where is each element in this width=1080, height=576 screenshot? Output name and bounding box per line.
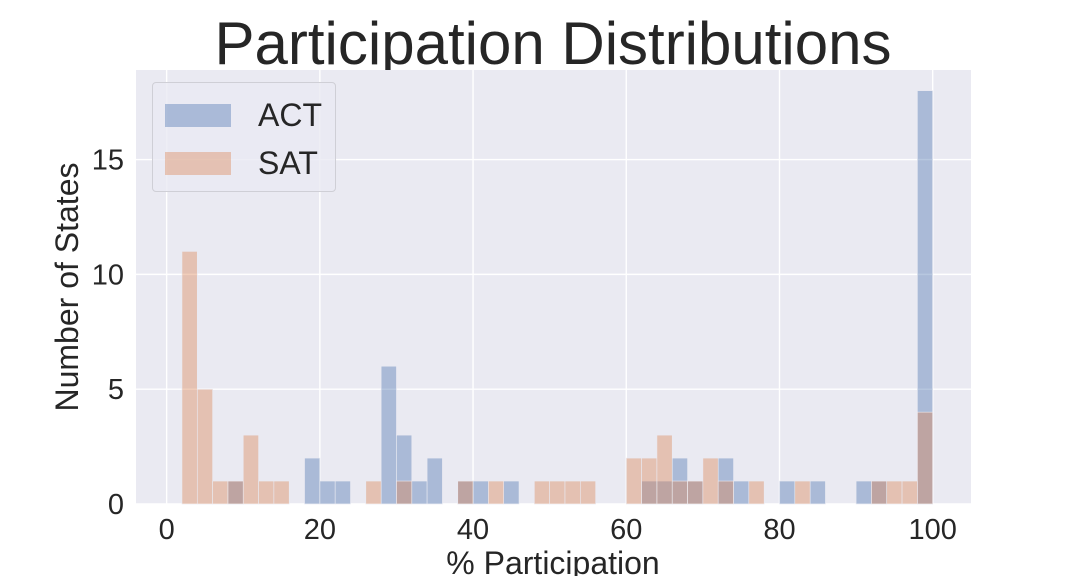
x-tick-label: 80 (763, 514, 795, 546)
bar-sat-52 (564, 480, 581, 505)
legend-entry-sat: SAT (165, 145, 318, 182)
y-tick-label: 0 (108, 489, 124, 521)
x-tick-label: 60 (610, 514, 642, 546)
bar-sat-66 (671, 480, 688, 505)
bar-act-20 (319, 480, 336, 505)
bar-sat-92 (871, 480, 888, 505)
bar-sat-76 (748, 480, 765, 505)
bar-sat-8 (227, 480, 244, 505)
y-tick-labels: 0 5 10 15 (92, 145, 124, 521)
bar-sat-42 (488, 480, 505, 505)
legend-label-sat: SAT (258, 145, 318, 181)
bar-act-44 (503, 480, 520, 505)
bar-sat-54 (580, 480, 596, 505)
bar-act-22 (334, 480, 351, 505)
x-tick-label: 20 (304, 514, 336, 546)
bar-sat-62 (641, 457, 658, 505)
chart-title: Participation Distributions (215, 10, 892, 77)
bar-sat-48 (534, 480, 550, 505)
legend-swatch-sat (165, 152, 231, 175)
x-tick-label: 100 (909, 514, 957, 546)
bar-act-34 (426, 457, 443, 505)
bar-sat-2 (181, 251, 198, 505)
bar-act-80 (779, 480, 796, 505)
bar-sat-82 (794, 480, 811, 505)
legend-entry-act: ACT (165, 97, 322, 134)
bar-sat-68 (687, 480, 704, 505)
bar-sat-70 (702, 457, 719, 505)
legend-swatch-act (165, 104, 231, 127)
x-axis-label: % Participation (446, 545, 659, 576)
chart-legend: ACT SAT (152, 82, 336, 192)
bar-sat-30 (396, 480, 413, 505)
y-axis-label: Number of States (49, 163, 85, 412)
bar-sat-94 (886, 480, 903, 505)
bar-sat-50 (549, 480, 566, 505)
y-tick-label: 5 (108, 374, 124, 406)
bar-sat-96 (901, 480, 918, 505)
bar-act-28 (380, 365, 397, 505)
bar-sat-10 (242, 434, 259, 505)
x-tick-labels: 0 20 40 60 80 100 (159, 514, 957, 546)
legend-label-act: ACT (258, 97, 322, 133)
bar-act-18 (304, 457, 321, 505)
bar-sat-6 (212, 480, 229, 505)
bar-sat-14 (273, 480, 290, 505)
bar-sat-60 (625, 457, 642, 505)
x-tick-label: 40 (457, 514, 489, 546)
y-tick-label: 10 (92, 259, 124, 291)
bar-sat-4 (196, 388, 213, 505)
y-tick-label: 15 (92, 145, 124, 177)
bar-sat-72 (717, 480, 734, 505)
bar-sat-26 (365, 480, 382, 505)
bar-sat-64 (656, 434, 673, 505)
bar-act-74 (733, 480, 750, 505)
bar-act-90 (855, 480, 872, 505)
bar-act-40 (472, 480, 489, 505)
bar-act-84 (809, 480, 826, 505)
histogram-bars (181, 90, 933, 505)
bar-sat-12 (258, 480, 275, 505)
x-tick-label: 0 (159, 514, 175, 546)
bar-act-32 (411, 480, 428, 505)
bar-sat-98 (917, 411, 933, 505)
bar-sat-38 (457, 480, 474, 505)
